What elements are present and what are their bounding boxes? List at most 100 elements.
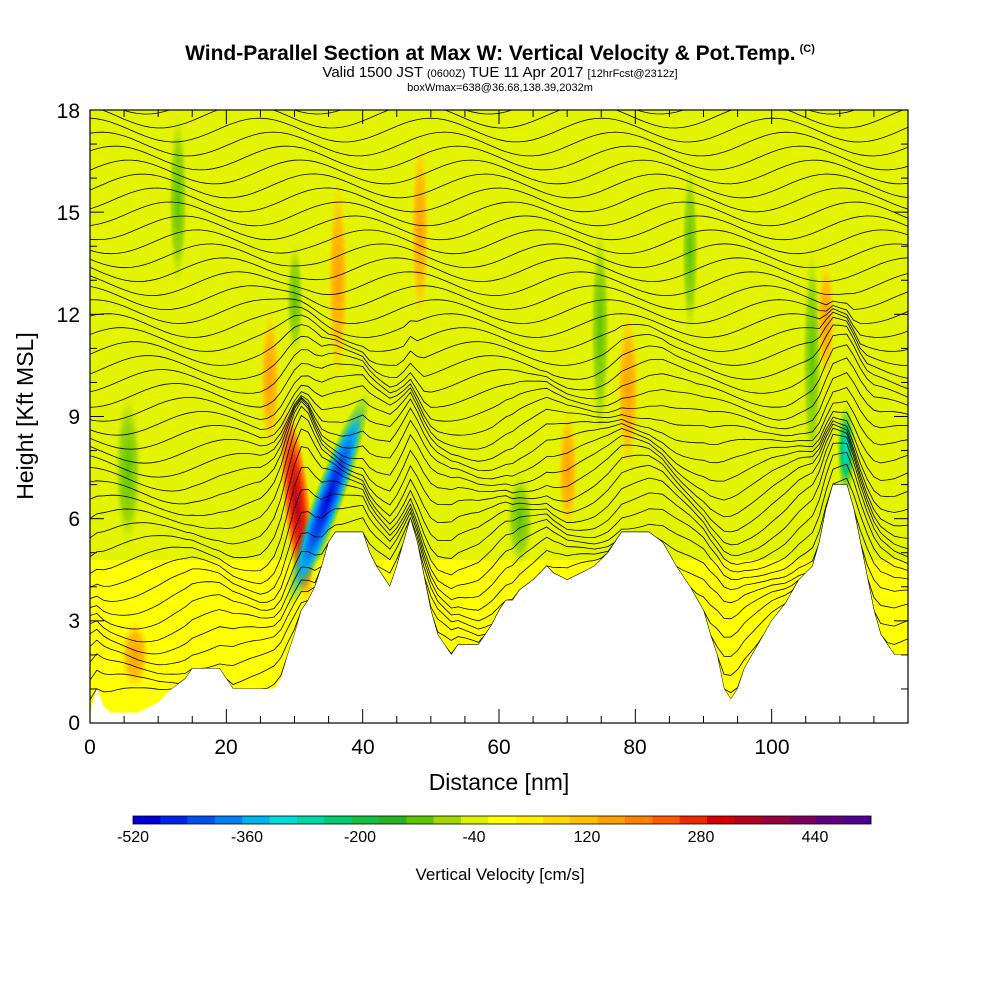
isentrope-line (90, 405, 908, 518)
isentrope-line (90, 271, 908, 297)
isentrope-line (90, 324, 908, 380)
isentrope-line (90, 316, 908, 366)
warm-streak (121, 621, 149, 689)
colorbar-swatch (297, 816, 325, 824)
cool-streak (681, 160, 699, 340)
y-tick-label: 18 (57, 100, 80, 123)
colorbar-frame (132, 815, 872, 825)
x-tick-label: 0 (84, 736, 96, 759)
isentrope-line (90, 187, 908, 213)
isentrope-line (90, 333, 908, 394)
x-tick-label: 40 (351, 736, 374, 759)
isentrope-line (90, 285, 908, 311)
colorbar-swatch (679, 816, 708, 824)
isentrope-line (90, 372, 908, 436)
colorbar-swatch (187, 816, 216, 824)
cool-streak (506, 470, 534, 570)
velocity-field (90, 110, 908, 723)
y-tick-label: 0 (68, 712, 80, 735)
chart-box-info: boxWmax=638@36.68,138.39,2032m (407, 82, 593, 94)
isentrope-line (90, 215, 908, 241)
isentrope-line (90, 396, 908, 478)
potential-temperature-contours (90, 110, 908, 700)
colorbar-swatch (160, 816, 188, 824)
y-tick-label: 6 (68, 508, 80, 531)
isentrope-line (90, 201, 908, 227)
warm-streak (411, 140, 429, 320)
colorbar-swatch (734, 816, 762, 824)
copyright-mark: (C) (799, 43, 815, 55)
y-axis-title: Height [Kft MSL] (12, 332, 38, 499)
isentrope-line (90, 145, 908, 171)
cool-streak (114, 390, 142, 550)
colorbar-swatch (351, 816, 380, 824)
colorbar-swatch (433, 816, 462, 824)
colorbar-swatch (379, 816, 407, 824)
isentrope-line (100, 110, 904, 129)
colorbar-tick-label: 120 (574, 829, 601, 846)
colorbar-swatch (461, 816, 489, 824)
warm-streak (558, 410, 578, 530)
colorbar-swatch (652, 816, 680, 824)
isentrope-line (90, 394, 908, 464)
colorbar-swatch (515, 816, 544, 824)
isentrope-line (90, 159, 908, 185)
x-axis-title: Distance [nm] (429, 769, 570, 795)
colorbar-swatch (570, 816, 598, 824)
axis-ticks (89, 109, 908, 724)
chart-subtitle: Valid 1500 JST (0600Z) TUE 11 Apr 2017 [… (322, 64, 678, 81)
isentrope-line (90, 344, 908, 408)
warm-streak (328, 180, 348, 380)
isentrope-line (90, 442, 908, 559)
isentrope-line (90, 257, 908, 283)
isentrope-line (90, 173, 908, 199)
colorbar-swatch (133, 816, 161, 824)
cool-streak (802, 240, 822, 480)
colorbar-tick-label: -360 (231, 829, 263, 846)
isentrope-line (90, 484, 908, 630)
isentrope-line (90, 484, 908, 643)
cool-streak (168, 110, 188, 290)
isentrope-line (90, 229, 908, 255)
isentrope-line (90, 484, 908, 616)
cool-streak (590, 220, 610, 440)
x-tick-label: 20 (214, 736, 237, 759)
cool-streak (286, 240, 304, 360)
colorbar-tick-label: 280 (688, 829, 715, 846)
colorbar-swatch (269, 816, 298, 824)
isentrope-line (90, 387, 908, 450)
x-tick-label: 100 (754, 736, 789, 759)
colorbar-swatch (406, 816, 434, 824)
isentrope-line (90, 243, 908, 269)
colorbar-swatch (707, 816, 735, 824)
colorbar-tick-label: -520 (117, 829, 149, 846)
colorbar-swatch (789, 816, 817, 824)
colorbar-tick-label: 440 (802, 829, 829, 846)
y-tick-label: 12 (57, 304, 80, 327)
colorbar-tick-label: -200 (344, 829, 376, 846)
colorbar-title: Vertical Velocity [cm/s] (415, 865, 584, 884)
colorbar-swatch (761, 816, 790, 824)
isentrope-line (90, 298, 908, 324)
y-tick-label: 15 (57, 202, 80, 225)
isentrope-line (90, 463, 908, 588)
isentrope-line (90, 306, 908, 338)
colorbar-swatch (215, 816, 243, 824)
isentrope-line (90, 428, 908, 546)
colorbar-swatch (597, 816, 626, 824)
downdraft-core (286, 391, 370, 609)
colorbar-swatch (488, 816, 516, 824)
y-tick-label: 9 (68, 406, 80, 429)
terrain (90, 484, 908, 723)
colorbar-swatch (324, 816, 352, 824)
x-tick-label: 60 (487, 736, 510, 759)
isentrope-line (90, 451, 908, 574)
colorbar (132, 815, 872, 825)
isentrope-line (90, 311, 908, 352)
isentrope-line (90, 477, 908, 602)
isentrope-line (90, 400, 908, 505)
colorbar-tick-label: -40 (462, 829, 485, 846)
colorbar-swatch (543, 816, 571, 824)
colorbar-swatch (816, 816, 844, 824)
isentrope-line (90, 131, 908, 157)
